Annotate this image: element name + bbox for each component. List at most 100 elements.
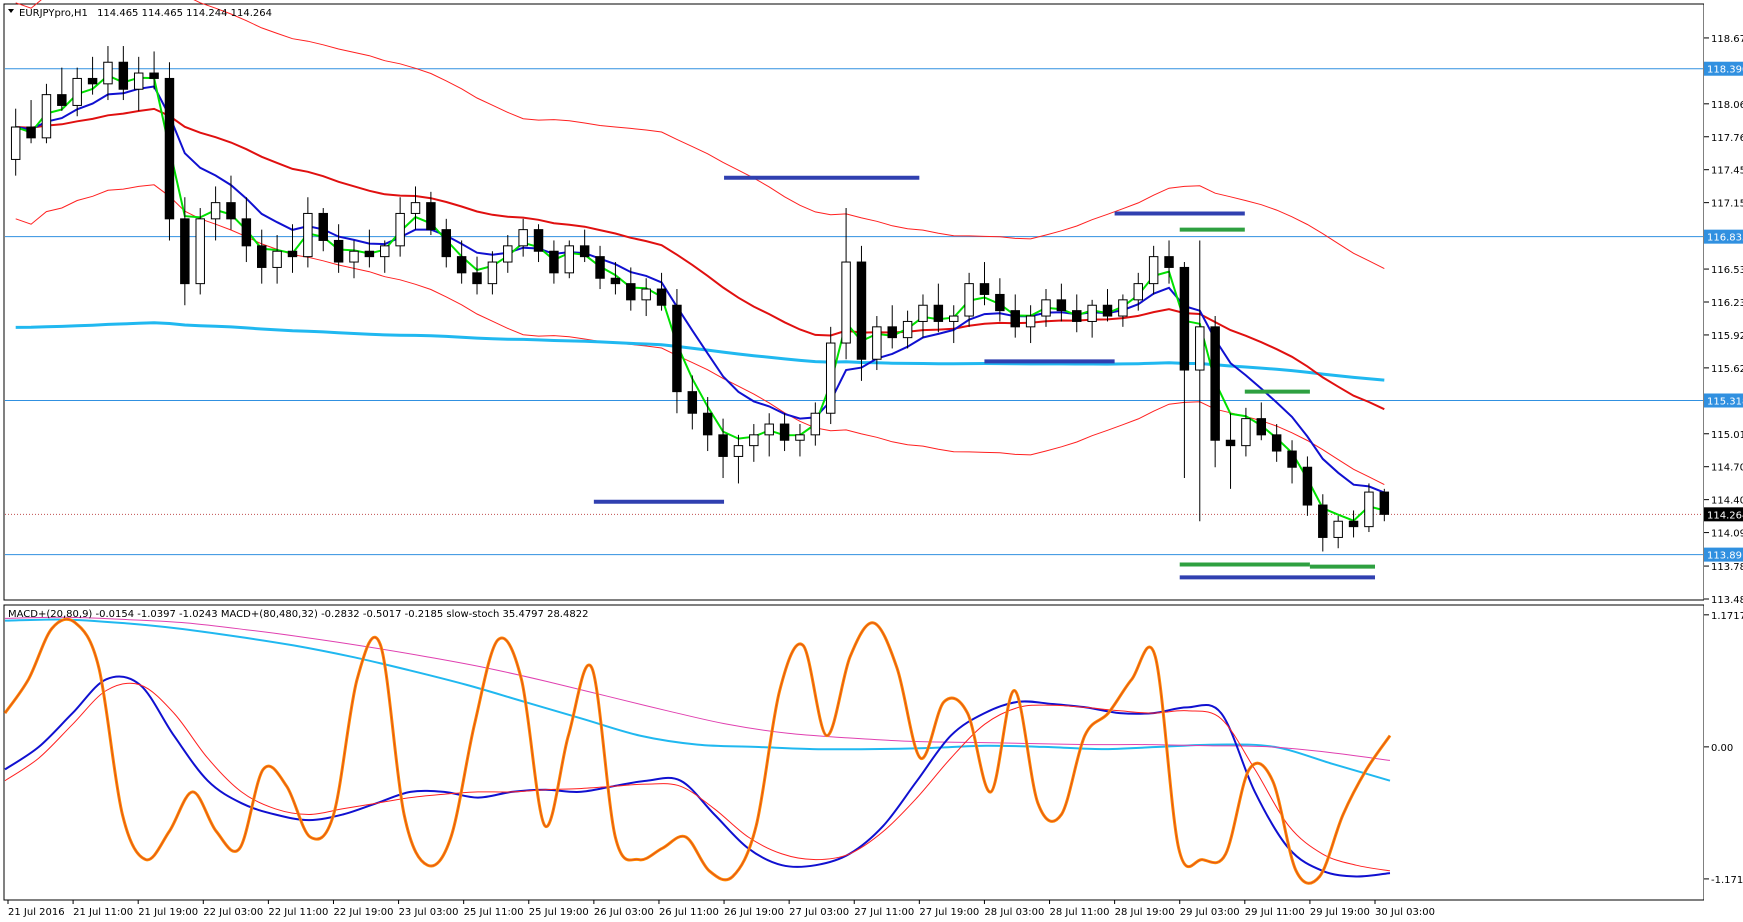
candle-body <box>672 304 682 393</box>
time-tick-label: 26 Jul 11:00 <box>659 907 719 918</box>
axis-layer: 118.675118.370118.065117.760117.455117.1… <box>7 34 1743 918</box>
current-price-label: 114.264 <box>1707 510 1743 521</box>
candle-body <box>1364 491 1374 528</box>
candle-body <box>441 229 451 258</box>
candle-body <box>995 293 1005 312</box>
time-tick-label: 30 Jul 03:00 <box>1375 907 1435 918</box>
slow-ma-line <box>15 107 1385 411</box>
time-tick-label: 21 Jul 19:00 <box>138 907 198 918</box>
candle-body <box>749 434 759 447</box>
price-tick-label: 117.455 <box>1711 166 1743 177</box>
candle-body <box>72 77 82 106</box>
chart-menu-arrow-icon[interactable] <box>8 9 14 13</box>
candle-body <box>764 423 774 436</box>
candle-body <box>533 229 544 252</box>
symbol-label: EURJPYpro,H1 <box>19 8 88 19</box>
time-tick-label: 21 Jul 2016 <box>8 907 65 918</box>
time-tick-label: 27 Jul 03:00 <box>789 907 849 918</box>
price-pane-frame <box>3 3 1705 601</box>
candle-body <box>149 72 159 79</box>
candle-body <box>949 315 959 322</box>
candle-body <box>503 245 513 263</box>
price-tick-label: 117.150 <box>1711 199 1743 210</box>
candle-body <box>118 61 129 90</box>
level-price-label: 115.318 <box>1707 396 1743 407</box>
candle-body <box>702 412 713 436</box>
indicator-header: MACD+(20,80,9) -0.0154 -1.0397 -1.0243 M… <box>8 609 588 620</box>
candle-body <box>180 218 190 285</box>
candle-body <box>579 245 590 258</box>
price-tick-label: 116.230 <box>1711 298 1743 309</box>
candle-body <box>226 202 236 220</box>
candle-body <box>1256 418 1267 436</box>
candle-body <box>872 326 882 360</box>
candle-body <box>487 261 498 285</box>
candle-body <box>426 202 436 231</box>
candle-body <box>518 229 528 247</box>
candle-body <box>1179 266 1190 371</box>
candle-body <box>1087 304 1097 322</box>
candle-body <box>103 61 113 85</box>
candle-body <box>626 283 636 301</box>
price-tick-label: 116.535 <box>1711 265 1743 276</box>
current-price-tag <box>1704 507 1743 522</box>
candle-body <box>380 245 390 258</box>
price-tick-label: 115.925 <box>1711 331 1743 342</box>
candle-body <box>1164 256 1174 268</box>
time-tick-label: 22 Jul 03:00 <box>203 907 263 918</box>
candle-body <box>26 126 36 139</box>
candle-body <box>272 250 282 268</box>
candle-body <box>257 245 267 268</box>
price-tick-label: 118.675 <box>1711 34 1743 45</box>
candle-body <box>1271 434 1282 452</box>
candle-body <box>349 250 359 263</box>
candle-body <box>303 212 313 258</box>
candle-body <box>656 288 667 306</box>
time-tick-label: 25 Jul 11:00 <box>464 907 524 918</box>
time-tick-label: 27 Jul 19:00 <box>919 907 979 918</box>
level-price-label: 113.891 <box>1707 551 1743 562</box>
candle-body <box>1225 439 1236 447</box>
indicator-tick-label: 1.1717 <box>1711 611 1743 622</box>
candle-body <box>564 245 575 274</box>
time-tick-label: 26 Jul 19:00 <box>724 907 784 918</box>
price-tick-label: 114.095 <box>1711 529 1743 540</box>
candle-body <box>41 94 52 139</box>
candle-body <box>1133 283 1143 301</box>
candle-body <box>641 288 651 301</box>
candle-body <box>195 218 205 285</box>
candle-body <box>856 261 867 360</box>
macd-slow-signal-line <box>4 616 1391 761</box>
candle-body <box>841 261 851 344</box>
macd-fast-line <box>4 675 1391 878</box>
candle-body <box>395 212 405 247</box>
time-tick-label: 23 Jul 03:00 <box>399 907 459 918</box>
macd-slow-line <box>4 618 1391 782</box>
time-tick-label: 28 Jul 03:00 <box>984 907 1044 918</box>
candle-body <box>933 304 944 322</box>
indicator-layer <box>3 616 1392 885</box>
candle-body <box>1210 326 1220 441</box>
level-price-tag <box>1704 547 1743 562</box>
right-scale-area <box>1704 0 1743 922</box>
candle-body <box>87 77 98 85</box>
candle-body <box>549 250 559 274</box>
candle-body <box>1102 304 1113 317</box>
level-price-label: 116.835 <box>1707 233 1743 244</box>
candle-body <box>1348 520 1359 528</box>
candle-body <box>887 326 897 339</box>
candle-body <box>979 283 990 295</box>
candle-body <box>318 212 328 241</box>
mid-ma-line <box>15 85 1385 494</box>
price-tick-label: 117.760 <box>1711 133 1743 144</box>
time-tick-label: 27 Jul 11:00 <box>854 907 914 918</box>
candle-body <box>1302 466 1313 506</box>
candle-body <box>1379 491 1390 515</box>
upper-envelope-line <box>15 0 1385 270</box>
price-tick-label: 115.620 <box>1711 364 1743 375</box>
price-tick-label: 113.785 <box>1711 562 1743 573</box>
candle-body <box>902 320 913 339</box>
candle-body <box>779 423 790 441</box>
level-price-tag <box>1704 393 1743 408</box>
candle-body <box>1241 418 1251 447</box>
